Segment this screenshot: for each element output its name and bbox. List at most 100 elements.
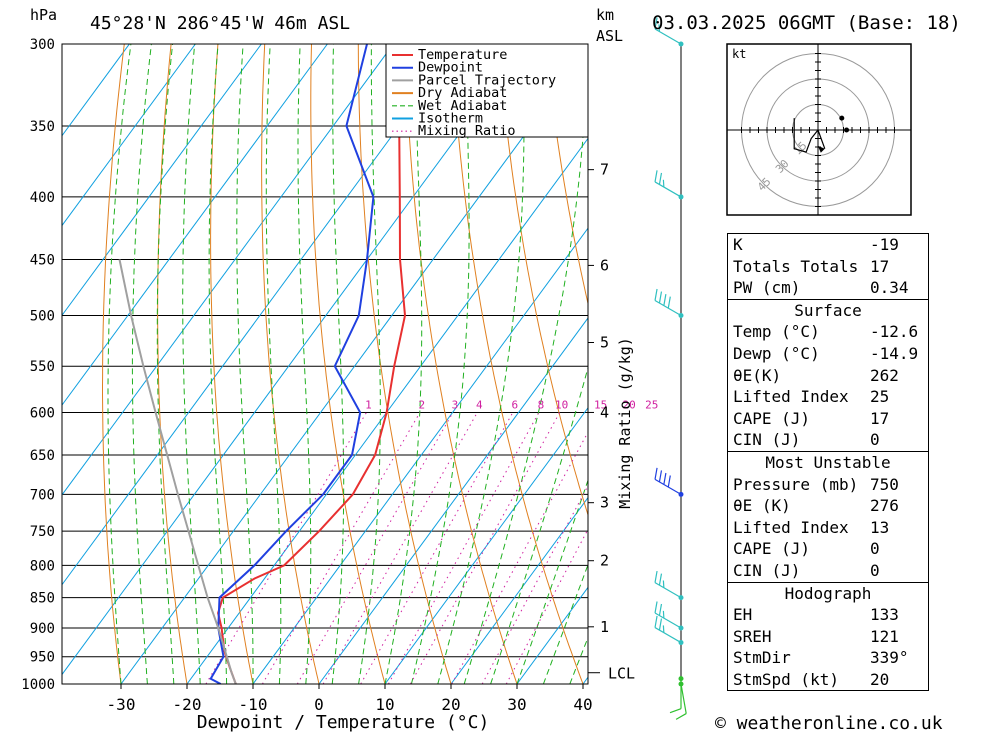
wind-barb-flag — [654, 288, 658, 301]
wet-adiabat-line — [236, 44, 254, 684]
isotherm-line — [450, 496, 588, 684]
wind-barb-dot — [678, 194, 684, 200]
wet-adiabat-line — [265, 44, 282, 684]
temp-tick-label: 40 — [573, 695, 592, 714]
wet-adiabat-line — [156, 44, 175, 684]
wind-barb-flag — [658, 291, 663, 304]
wind-barb — [654, 570, 684, 601]
wind-barb — [654, 170, 684, 200]
wet-adiabat-line — [437, 44, 525, 684]
isotherm-line — [62, 44, 460, 586]
isotherm-line — [62, 44, 130, 137]
km-tick-label: 4 — [600, 403, 609, 421]
index-row: SREH 121 — [728, 626, 928, 648]
isotherm-line — [62, 44, 262, 317]
pressure-tick-label: 300 — [30, 37, 55, 53]
index-value: -14.9 — [870, 343, 919, 363]
wind-barb-dot — [678, 313, 684, 319]
legend-label: Dry Adiabat — [418, 85, 507, 101]
wet-adiabat-line — [410, 44, 470, 684]
index-value: -19 — [870, 235, 899, 254]
wind-barb-flag — [667, 296, 671, 309]
wind-barb-flag — [658, 172, 663, 185]
isotherm-line — [186, 137, 588, 684]
temp-tick-label: 0 — [314, 695, 324, 714]
pressure-tick-label: 900 — [30, 621, 55, 637]
isotherm-line — [318, 317, 588, 684]
index-label: Temp (°C) — [733, 322, 820, 342]
datetime-title: 03.03.2025 06GMT (Base: 18) — [652, 12, 961, 34]
isotherm-line — [62, 44, 328, 406]
index-row: CAPE (J) 0 — [728, 538, 928, 560]
index-value: 339° — [870, 648, 909, 668]
wind-barb-dot — [678, 640, 684, 646]
wind-barb-flag — [663, 472, 667, 485]
mixing-ratio-line — [387, 412, 540, 684]
mixing-ratio-label: 4 — [476, 398, 483, 411]
dry-adiabat-line — [920, 44, 1000, 684]
wind-barb-staff — [680, 683, 687, 714]
wind-barb-flag — [667, 475, 671, 488]
wet-adiabat-line — [131, 44, 152, 684]
wet-adiabat-line — [182, 44, 201, 684]
hodograph-unit: kt — [732, 47, 746, 61]
index-value: 25 — [870, 387, 890, 407]
index-label: CAPE (J) — [733, 539, 811, 559]
wet-adiabat-line — [107, 44, 132, 684]
legend-label: Mixing Ratio — [418, 123, 516, 139]
wet-adiabat-line — [542, 563, 588, 684]
temp-tick-label: -20 — [173, 695, 202, 714]
dry-adiabat-line — [102, 44, 125, 684]
km-tick-label: 5 — [600, 333, 609, 351]
pressure-tick-label: 500 — [30, 309, 55, 325]
index-value: 133 — [870, 605, 899, 625]
wet-adiabat-line — [331, 44, 345, 684]
index-value: -12.6 — [870, 322, 919, 342]
legend-label: Parcel Trajectory — [418, 72, 556, 88]
index-value: 20 — [870, 669, 890, 689]
wind-barb-flag — [658, 470, 663, 483]
km-tick-label: 2 — [600, 552, 609, 570]
index-row: K -19 — [728, 234, 928, 256]
mixing-ratio-line — [360, 412, 514, 684]
isotherm-line — [62, 44, 526, 676]
hodograph-origin-dot — [844, 127, 850, 133]
storm-motion-arrowhead — [817, 145, 825, 153]
series-parcel-trajectory — [118, 259, 237, 684]
mixing-ratio-line — [451, 431, 588, 684]
pressure-tick-label: 700 — [30, 487, 55, 503]
dry-adiabat-line — [404, 44, 518, 684]
isotherm-line — [252, 227, 588, 684]
index-label: CAPE (J) — [733, 408, 811, 428]
km-tick-label: 7 — [600, 161, 609, 179]
dry-adiabat-line — [544, 44, 588, 306]
dry-adiabat-line — [498, 44, 588, 517]
index-row: Lifted Index 25 — [728, 386, 928, 408]
mixing-ratio-axis-title: Mixing Ratio (g/kg) — [616, 337, 634, 509]
wet-adiabat-line — [358, 44, 381, 684]
hpa-label: hPa — [30, 6, 57, 24]
wind-barb-flag — [669, 708, 682, 714]
temp-tick-label: 20 — [441, 695, 460, 714]
km-tick-label: 6 — [600, 256, 609, 274]
wind-barb-flag — [658, 573, 663, 586]
wind-barb — [675, 681, 687, 720]
legend-box — [385, 43, 589, 138]
index-row: StmSpd (kt) 20 — [728, 669, 928, 691]
mixing-ratio-label: 8 — [538, 398, 545, 411]
index-value: 121 — [870, 626, 899, 646]
index-value: 0 — [870, 430, 880, 450]
pressure-tick-label: 450 — [30, 253, 55, 269]
dry-adiabat-line — [157, 44, 188, 684]
index-value: 276 — [870, 496, 899, 516]
copyright: © weatheronline.co.uk — [715, 713, 943, 733]
grid-lines — [62, 44, 1000, 684]
km-label: km — [596, 6, 614, 24]
storm-motion-vector — [817, 129, 826, 149]
mixing-ratio-line — [205, 412, 367, 684]
asl-label: ASL — [596, 27, 623, 45]
index-label: K — [733, 235, 743, 254]
wind-barb-dot — [678, 595, 684, 601]
dry-adiabat-line — [967, 44, 1000, 684]
